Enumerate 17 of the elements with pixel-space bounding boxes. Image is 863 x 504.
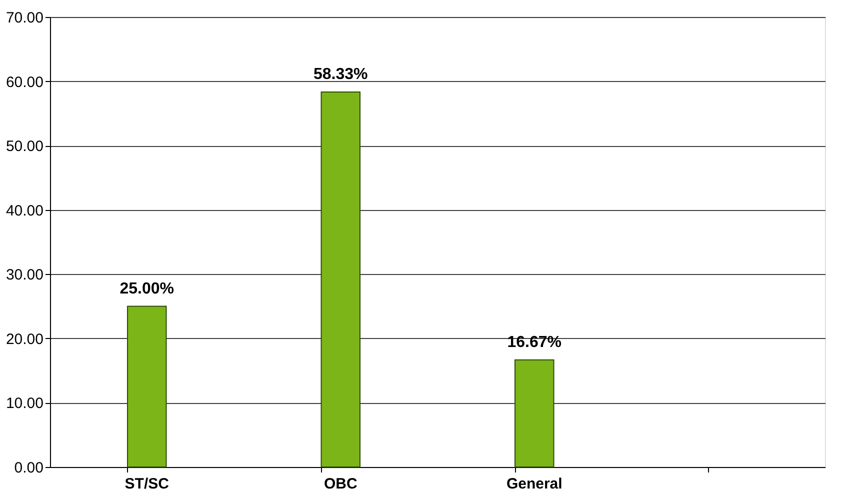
x-tick-label: General xyxy=(506,476,562,492)
y-tick-label: 30.00 xyxy=(6,266,44,284)
data-label: 25.00% xyxy=(120,280,174,298)
y-tick-label: 10.00 xyxy=(6,395,44,412)
y-tick-label: 20.00 xyxy=(6,330,44,348)
y-tick-label: 40.00 xyxy=(6,202,44,220)
x-tick-label: OBC xyxy=(324,476,358,492)
bar xyxy=(127,306,167,468)
data-label: 16.67% xyxy=(507,334,562,351)
y-tick-label: 50.00 xyxy=(6,138,44,156)
y-tick-label: 60.00 xyxy=(6,74,44,91)
data-label: 58.33% xyxy=(313,66,368,84)
bar xyxy=(514,359,554,468)
bar xyxy=(320,92,360,468)
y-tick-label: 70.00 xyxy=(6,10,44,26)
x-tick-label: ST/SC xyxy=(124,476,170,492)
y-tick-label: 0.00 xyxy=(14,460,44,476)
